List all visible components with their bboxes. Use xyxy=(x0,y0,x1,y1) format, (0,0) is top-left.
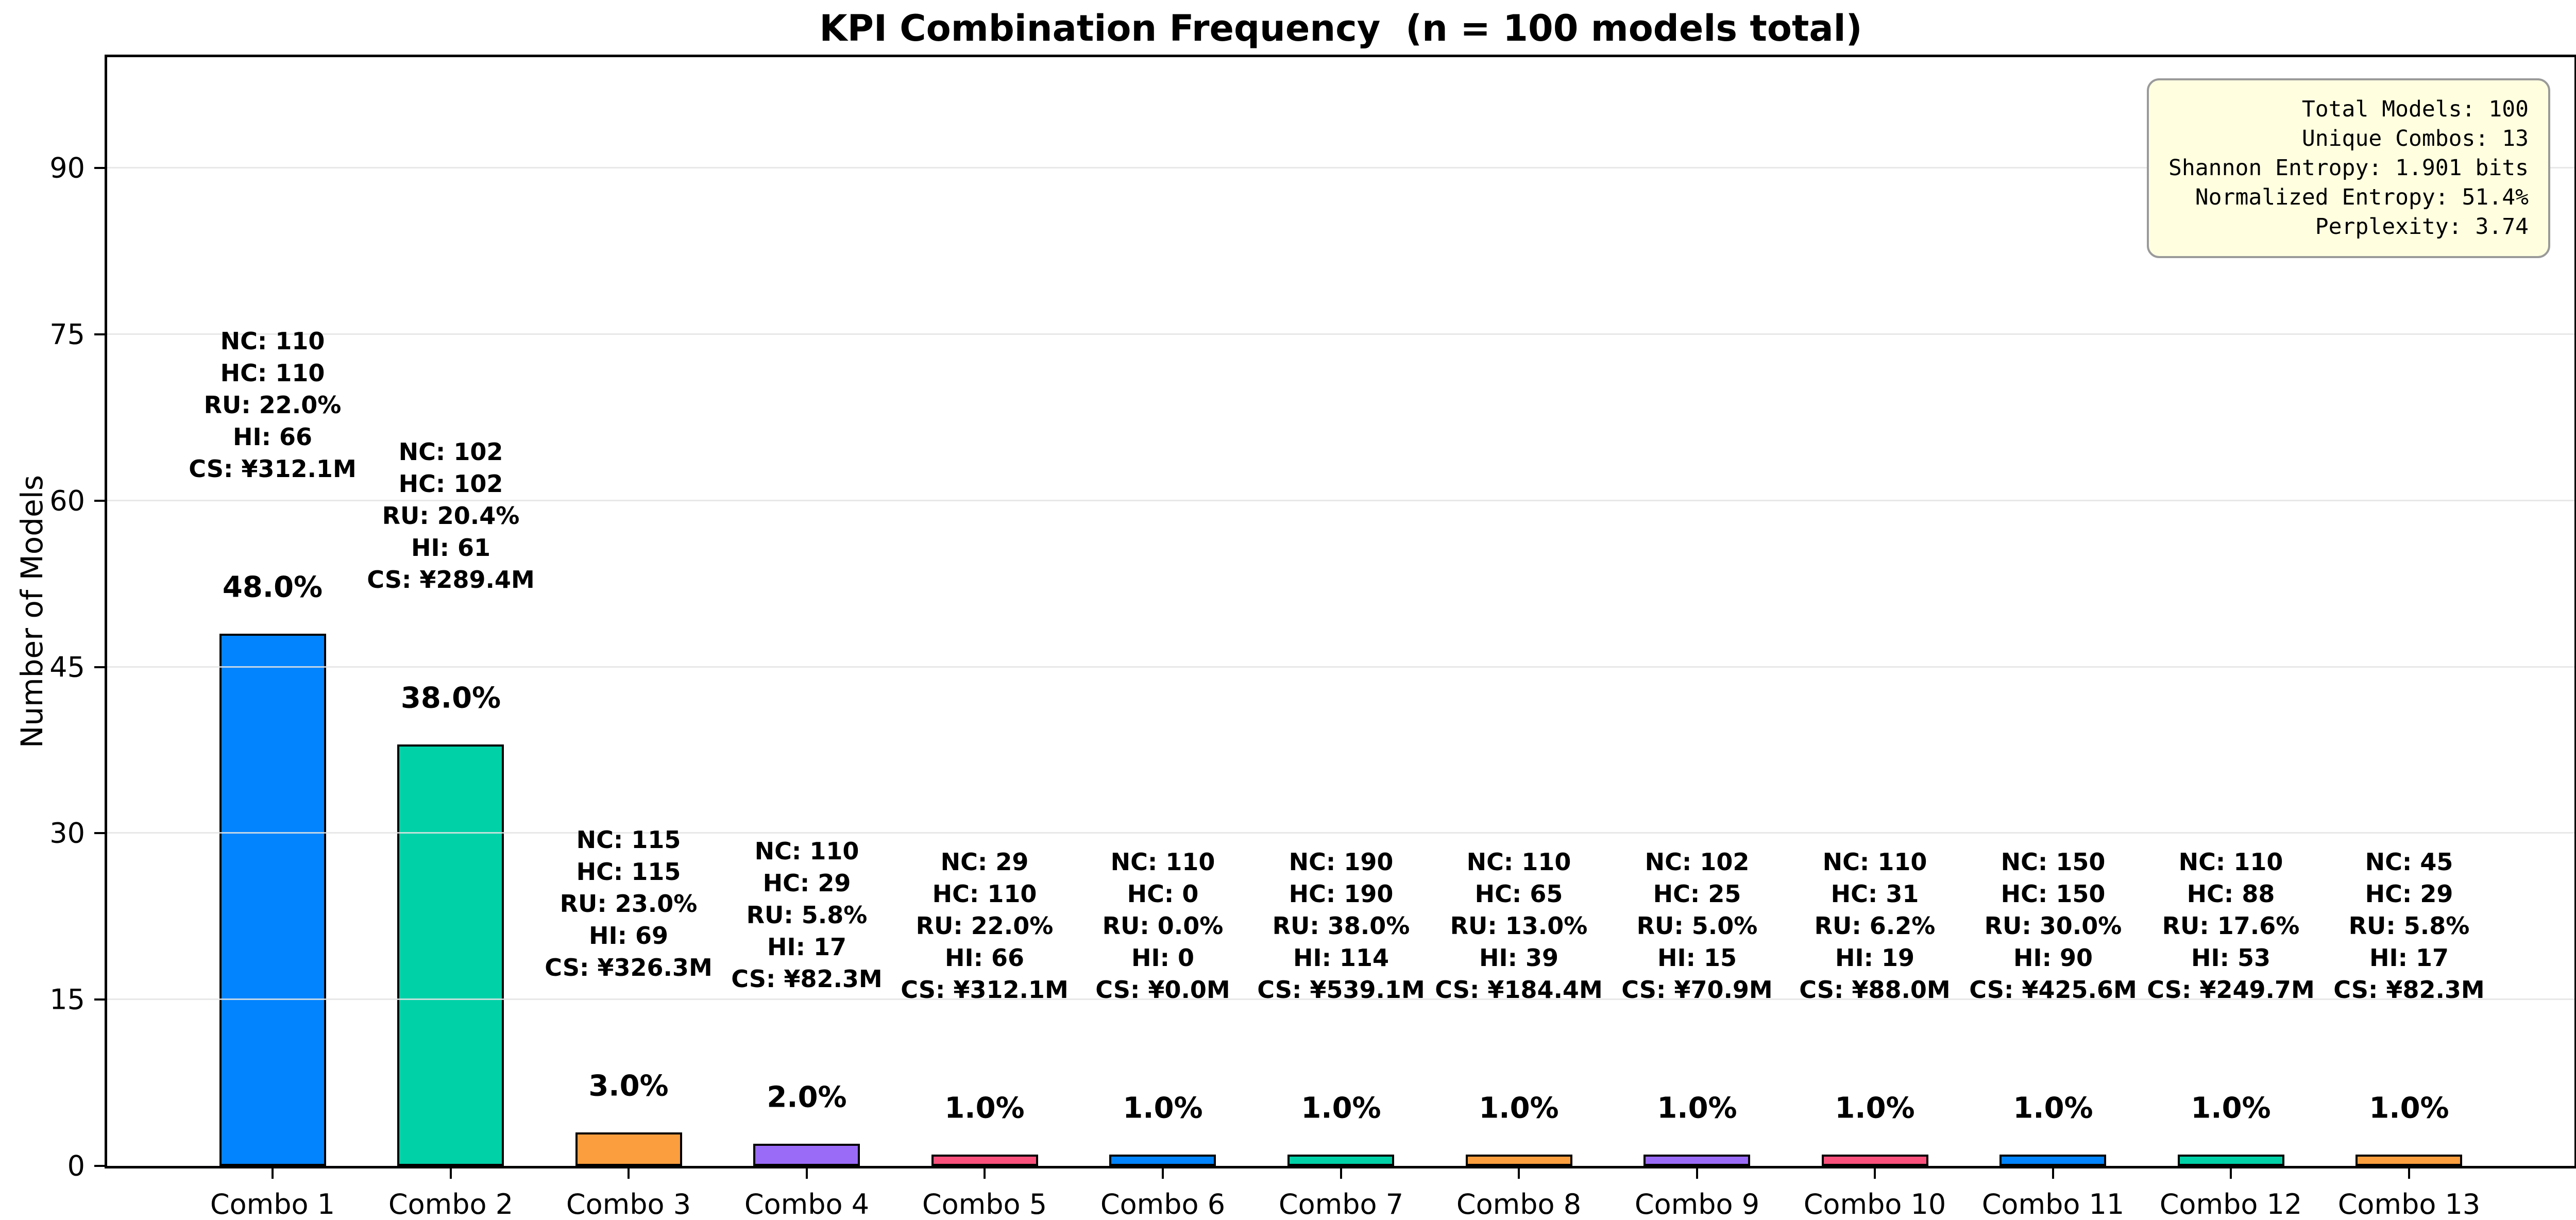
kpi-annotation: NC: 110 HC: 0 RU: 0.0% HI: 0 CS: ¥0.0M xyxy=(1095,848,1230,1004)
y-tick-label: 90 xyxy=(49,151,85,184)
percent-label: 38.0% xyxy=(400,681,501,715)
x-tick-mark xyxy=(984,1168,986,1179)
kpi-annotation: NC: 115 HC: 115 RU: 23.0% HI: 69 CS: ¥32… xyxy=(545,826,713,981)
kpi-annotation: NC: 110 HC: 88 RU: 17.6% HI: 53 CS: ¥249… xyxy=(2147,848,2315,1004)
y-tick-mark xyxy=(94,333,105,335)
percent-label: 1.0% xyxy=(944,1091,1025,1125)
kpi-annotation: NC: 110 HC: 31 RU: 6.2% HI: 19 CS: ¥88.0… xyxy=(1799,848,1951,1004)
kpi-annotation: NC: 110 HC: 110 RU: 22.0% HI: 66 CS: ¥31… xyxy=(189,327,357,483)
x-tick-mark xyxy=(272,1168,274,1179)
bar-combo-8 xyxy=(1466,1155,1572,1166)
y-tick-mark xyxy=(94,998,105,1001)
bar-combo-9 xyxy=(1643,1155,1750,1166)
kpi-annotation: NC: 190 HC: 190 RU: 38.0% HI: 114 CS: ¥5… xyxy=(1257,848,1425,1004)
x-tick-mark xyxy=(450,1168,452,1179)
y-tick-label: 75 xyxy=(49,318,85,351)
gridline-y-60 xyxy=(107,500,2574,501)
stats-line-shannon-entropy: Shannon Entropy: 1.901 bits xyxy=(2168,155,2529,181)
y-tick-mark xyxy=(94,1165,105,1167)
x-tick-mark xyxy=(2408,1168,2410,1179)
percent-label: 2.0% xyxy=(767,1080,847,1114)
x-tick-label: Combo 10 xyxy=(1803,1188,1946,1220)
percent-label: 1.0% xyxy=(2191,1091,2271,1125)
percent-label: 1.0% xyxy=(1123,1091,1203,1125)
x-tick-mark xyxy=(1162,1168,1164,1179)
x-tick-mark xyxy=(806,1168,808,1179)
percent-label: 1.0% xyxy=(2013,1091,2093,1125)
kpi-annotation: NC: 102 HC: 25 RU: 5.0% HI: 15 CS: ¥70.9… xyxy=(1621,848,1773,1004)
x-tick-mark xyxy=(1696,1168,1698,1179)
percent-label: 1.0% xyxy=(1479,1091,1559,1125)
percent-label: 3.0% xyxy=(588,1069,669,1103)
percent-label: 1.0% xyxy=(1301,1091,1381,1125)
bar-combo-2 xyxy=(397,744,504,1166)
y-tick-mark xyxy=(94,666,105,668)
x-tick-mark xyxy=(628,1168,630,1179)
gridline-y-15 xyxy=(107,998,2574,1000)
x-tick-label: Combo 8 xyxy=(1456,1188,1582,1220)
kpi-annotation: NC: 110 HC: 65 RU: 13.0% HI: 39 CS: ¥184… xyxy=(1435,848,1603,1004)
x-tick-label: Combo 12 xyxy=(2159,1188,2302,1220)
kpi-annotation: NC: 110 HC: 29 RU: 5.8% HI: 17 CS: ¥82.3… xyxy=(731,837,883,993)
bar-combo-7 xyxy=(1287,1155,1394,1166)
stats-line-total-models: Total Models: 100 xyxy=(2301,96,2529,122)
x-tick-mark xyxy=(1874,1168,1876,1179)
y-tick-label: 15 xyxy=(49,983,85,1016)
y-tick-label: 60 xyxy=(49,484,85,517)
gridline-y-75 xyxy=(107,333,2574,335)
y-tick-label: 0 xyxy=(67,1149,85,1182)
x-tick-mark xyxy=(1340,1168,1342,1179)
bar-combo-1 xyxy=(219,634,326,1166)
bar-combo-10 xyxy=(1822,1155,1928,1166)
x-tick-label: Combo 3 xyxy=(566,1188,691,1220)
kpi-annotation: NC: 29 HC: 110 RU: 22.0% HI: 66 CS: ¥312… xyxy=(901,848,1069,1004)
percent-label: 48.0% xyxy=(222,570,323,604)
kpi-annotation: NC: 45 HC: 29 RU: 5.8% HI: 17 CS: ¥82.3M xyxy=(2333,848,2485,1004)
y-tick-mark xyxy=(94,500,105,502)
x-tick-mark xyxy=(1518,1168,1520,1179)
y-tick-label: 30 xyxy=(49,817,85,850)
bar-combo-3 xyxy=(575,1132,682,1166)
x-tick-label: Combo 5 xyxy=(922,1188,1047,1220)
stats-line-perplexity: Perplexity: 3.74 xyxy=(2315,214,2529,240)
x-tick-label: Combo 11 xyxy=(1981,1188,2125,1220)
percent-label: 1.0% xyxy=(1835,1091,1915,1125)
bar-combo-11 xyxy=(1999,1155,2106,1166)
x-tick-label: Combo 4 xyxy=(744,1188,870,1220)
stats-line-unique-combos: Unique Combos: 13 xyxy=(2301,126,2529,151)
x-tick-label: Combo 2 xyxy=(388,1188,514,1220)
stats-line-normalized-entropy: Normalized Entropy: 51.4% xyxy=(2195,184,2529,210)
gridline-y-45 xyxy=(107,666,2574,668)
bar-combo-4 xyxy=(753,1144,860,1166)
kpi-annotation: NC: 150 HC: 150 RU: 30.0% HI: 90 CS: ¥42… xyxy=(1969,848,2137,1004)
x-tick-label: Combo 7 xyxy=(1278,1188,1404,1220)
kpi-annotation: NC: 102 HC: 102 RU: 20.4% HI: 61 CS: ¥28… xyxy=(367,438,535,594)
y-tick-label: 45 xyxy=(49,651,85,684)
x-tick-mark xyxy=(2052,1168,2054,1179)
percent-label: 1.0% xyxy=(1657,1091,1737,1125)
y-tick-mark xyxy=(94,832,105,834)
bar-combo-5 xyxy=(931,1155,1038,1166)
x-tick-mark xyxy=(2230,1168,2232,1179)
y-tick-mark xyxy=(94,167,105,169)
x-tick-label: Combo 13 xyxy=(2337,1188,2481,1220)
x-tick-label: Combo 1 xyxy=(210,1188,335,1220)
chart-title: KPI Combination Frequency (n = 100 model… xyxy=(819,7,1862,49)
bar-combo-13 xyxy=(2355,1155,2462,1166)
gridline-y-90 xyxy=(107,167,2574,168)
bar-combo-12 xyxy=(2178,1155,2284,1166)
gridline-y-30 xyxy=(107,832,2574,834)
stats-box: Total Models: 100 Unique Combos: 13 Shan… xyxy=(2147,78,2550,258)
percent-label: 1.0% xyxy=(2369,1091,2449,1125)
x-tick-label: Combo 6 xyxy=(1100,1188,1226,1220)
x-tick-label: Combo 9 xyxy=(1634,1188,1760,1220)
bar-combo-6 xyxy=(1109,1155,1216,1166)
